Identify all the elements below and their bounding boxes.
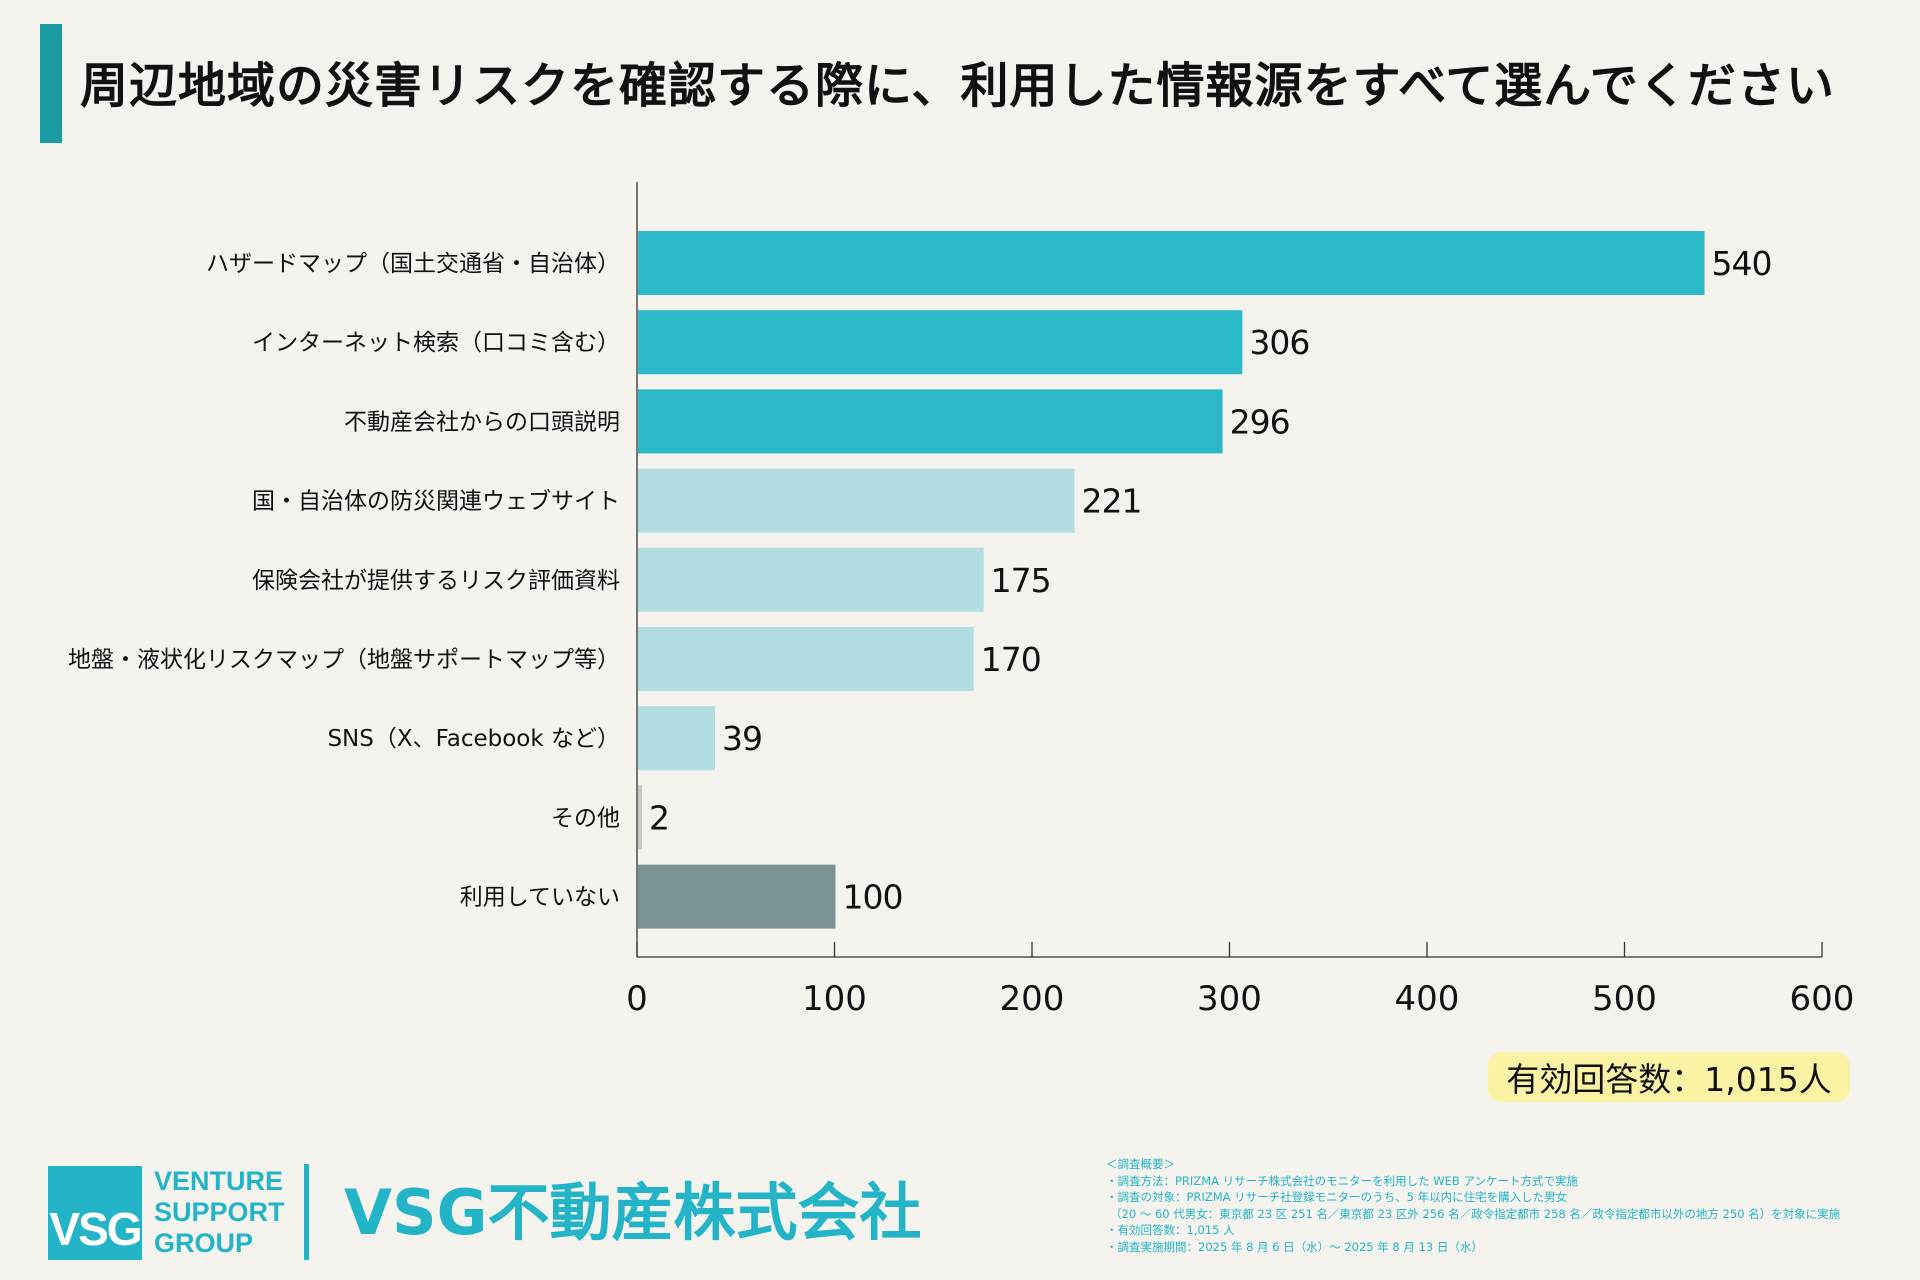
value-label: 306 [1249,323,1309,362]
logo-wordmark: VENTURE SUPPORT GROUP [154,1166,304,1259]
x-tick-label: 200 [1000,979,1065,1019]
x-tick-label: 0 [626,979,648,1019]
logo-divider [304,1164,309,1260]
bar-chart: 0 100 200 300 400 500 600 ハザードマップ（国土交通省・自治体） 540… [68,182,1855,1019]
logo-word: SUPPORT [154,1197,285,1227]
survey-note-line: ・有効回答数：1,015 人 [1106,1223,1235,1237]
category-label: 不動産会社からの口頭説明 [344,409,620,435]
category-label: ハザードマップ（国土交通省・自治体） [206,251,620,277]
x-tick-label: 100 [802,979,867,1019]
x-tick-label: 400 [1395,979,1460,1019]
page-title: 周辺地域の災害リスクを確認する際に、利用した情報源をすべて選んでください [80,58,1835,114]
survey-note-line: ・調査実施期間：2025 年 8 月 6 日（水）〜 2025 年 8 月 13… [1106,1239,1483,1254]
bar [638,706,716,771]
category-label: その他 [551,805,620,831]
category-label: 地盤・液状化リスクマップ（地盤サポートマップ等） [68,647,620,673]
bar [638,310,1243,375]
bar [638,547,984,612]
company-name: VSG不動産株式会社 [344,1176,922,1249]
bar [638,231,1705,295]
survey-note-line: ・調査方法：PRIZMA リサーチ株式会社のモニターを利用した WEB アンケー… [1106,1173,1579,1188]
category-label: SNS（X、Facebook など） [327,726,620,752]
value-label: 221 [1081,482,1141,521]
value-label: 296 [1230,402,1290,441]
bar [638,864,836,929]
survey-note-line: ・調査の対象：PRIZMA リサーチ社登録モニターのうち、5 年以内に住宅を購入… [1106,1190,1568,1204]
value-label: 2 [649,798,669,837]
respondent-count-badge: 有効回答数：1,015人 [1488,1052,1850,1102]
x-tick-label: 600 [1790,979,1855,1019]
x-tick-label: 500 [1592,979,1657,1019]
value-label: 175 [991,561,1051,600]
category-label: 保険会社が提供するリスク評価資料 [252,568,620,594]
value-label: 170 [981,640,1041,679]
logo-word: VENTURE [154,1166,284,1196]
bar [638,389,1223,454]
survey-note-line: ＜調査概要＞ [1106,1157,1175,1171]
value-label: 540 [1712,244,1772,283]
survey-notes: ＜調査概要＞ ・調査方法：PRIZMA リサーチ株式会社のモニターを利用した W… [1106,1156,1906,1255]
x-tick-label: 300 [1197,979,1262,1019]
category-label: インターネット検索（口コミ含む） [252,330,620,356]
bar [638,785,642,850]
category-label: 利用していない [460,885,620,911]
vsg-logo-mark: VSG [48,1166,143,1260]
bar [638,627,974,691]
category-label: 国・自治体の防災関連ウェブサイト [252,489,620,515]
logo-word: GROUP [154,1228,254,1258]
value-label: 39 [722,719,762,758]
title-accent-bar [40,24,62,143]
survey-note-line: （20 〜 60 代男女：東京都 23 区 251 名／東京都 23 区外 25… [1110,1206,1841,1221]
value-label: 100 [843,878,903,917]
bar [638,468,1075,533]
